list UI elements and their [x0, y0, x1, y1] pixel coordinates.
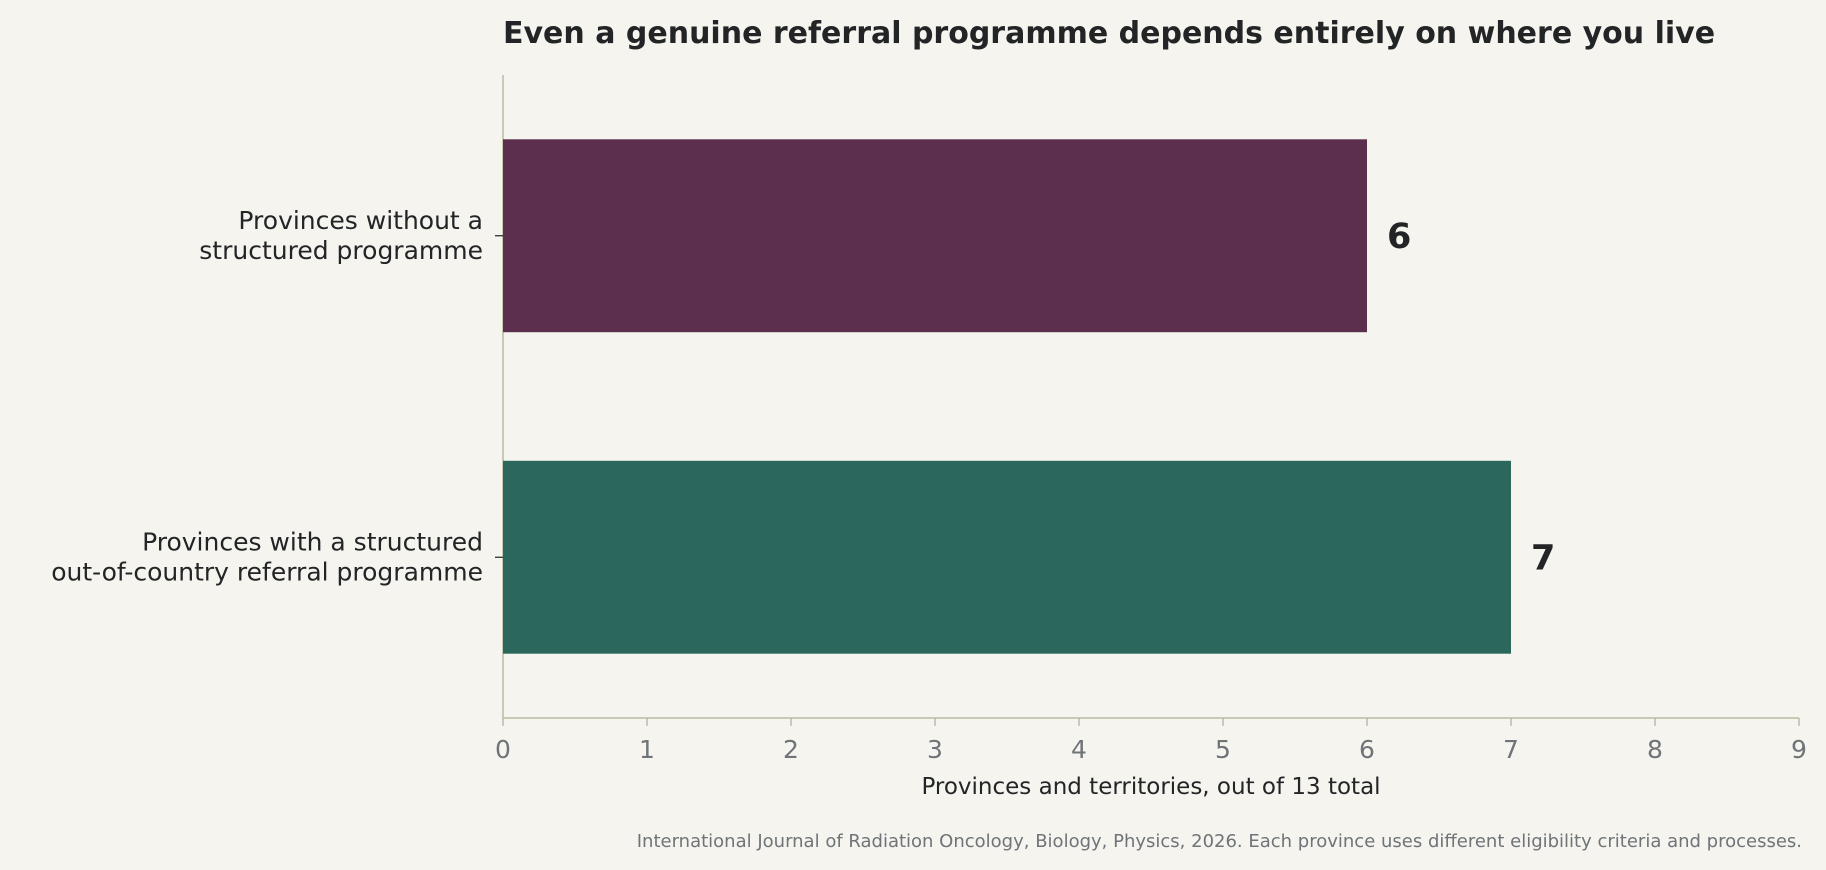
bar-1 — [503, 139, 1367, 333]
x-tick-label: 9 — [1791, 735, 1807, 764]
bars: 67 — [503, 139, 1555, 654]
x-tick-label: 0 — [495, 735, 511, 764]
category-label-line: out-of-country referral programme — [51, 557, 483, 586]
category-label-2: Provinces with a structured out-of-countr… — [51, 527, 483, 586]
x-axis-ticks: 0 1 2 3 4 5 6 7 8 9 — [495, 718, 1807, 764]
x-tick-label: 7 — [1503, 735, 1519, 764]
x-tick-label: 1 — [639, 735, 655, 764]
x-tick-label: 3 — [927, 735, 943, 764]
x-tick-label: 4 — [1071, 735, 1087, 764]
x-tick-label: 6 — [1359, 735, 1375, 764]
x-axis-title: Provinces and territories, out of 13 tot… — [921, 774, 1380, 800]
bar-value-label-1: 6 — [1387, 217, 1411, 257]
category-label-line: Provinces without a — [238, 206, 483, 235]
x-tick-label: 5 — [1215, 735, 1231, 764]
x-tick-label: 8 — [1647, 735, 1663, 764]
category-label-line: Provinces with a structured — [142, 527, 483, 556]
category-label-line: structured programme — [199, 236, 483, 265]
bar-2 — [503, 460, 1511, 654]
category-label-1: Provinces without a structured programme — [199, 206, 483, 265]
chart-title: Even a genuine referral programme depend… — [503, 16, 1715, 51]
y-axis-category-labels: Provinces without a structured programmeP… — [51, 206, 483, 587]
bar-value-label-2: 7 — [1531, 538, 1555, 578]
source-note: International Journal of Radiation Oncol… — [637, 831, 1802, 852]
x-tick-label: 2 — [783, 735, 799, 764]
